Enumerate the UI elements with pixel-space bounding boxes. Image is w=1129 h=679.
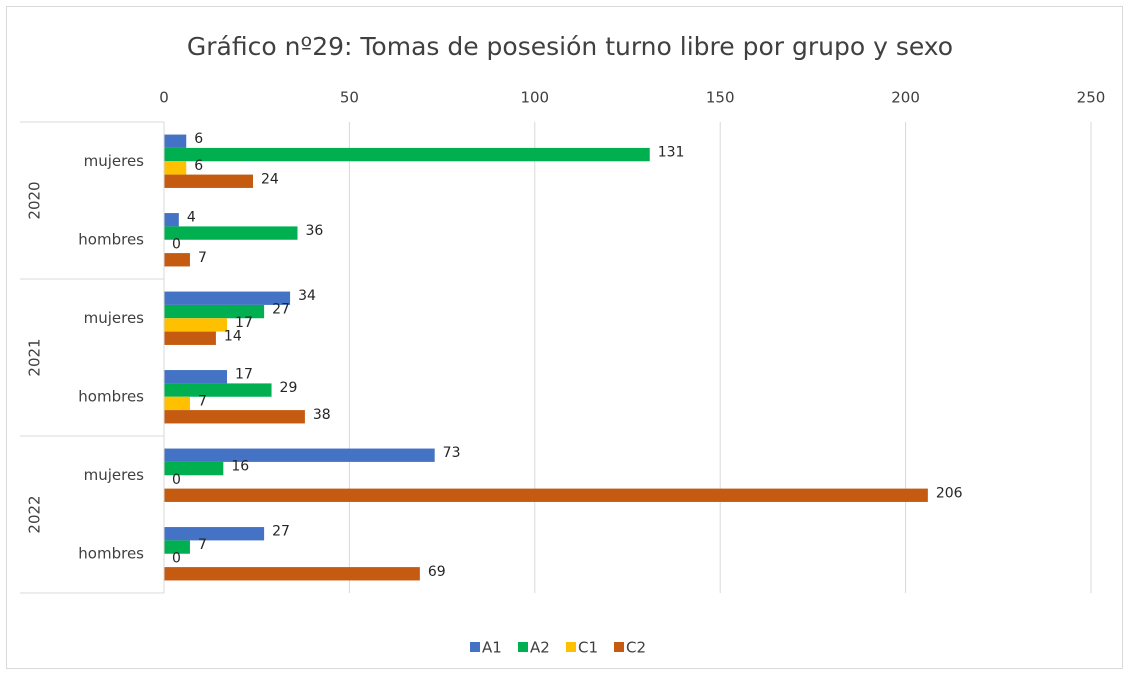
y-tick-label: mujeres	[84, 309, 145, 327]
data-label: 6	[194, 131, 203, 147]
data-label: 0	[172, 550, 181, 566]
data-label: 24	[261, 171, 279, 187]
group-label: 2022	[26, 495, 44, 533]
chart-title: Gráfico nº29: Tomas de posesión turno li…	[187, 32, 953, 61]
legend-label: A2	[530, 639, 550, 657]
data-label: 0	[172, 236, 181, 252]
y-tick-label: hombres	[78, 387, 144, 405]
data-label: 0	[172, 472, 181, 488]
data-label: 34	[298, 288, 316, 304]
data-label: 17	[235, 367, 253, 383]
bar	[164, 147, 650, 162]
y-tick-label: hombres	[78, 230, 144, 248]
bar	[164, 213, 179, 227]
bar	[164, 461, 224, 476]
data-label: 27	[272, 524, 290, 540]
data-label: 131	[658, 145, 685, 161]
bar	[164, 161, 187, 175]
data-label: 16	[231, 459, 249, 475]
bar	[164, 291, 291, 305]
bar	[164, 488, 928, 502]
bar	[164, 174, 253, 188]
legend-swatch	[518, 642, 528, 652]
bar	[164, 383, 272, 397]
data-label: 69	[428, 564, 446, 580]
y-tick-label: mujeres	[84, 152, 145, 170]
data-label: 73	[443, 445, 461, 461]
legend-swatch	[614, 642, 624, 652]
x-tick-label: 250	[1077, 89, 1106, 107]
legend-swatch	[566, 642, 576, 652]
data-label: 17	[235, 315, 253, 331]
data-label: 6	[194, 158, 203, 174]
group-label: 2021	[26, 338, 44, 376]
x-tick-label: 100	[520, 89, 549, 107]
x-tick-label: 0	[159, 89, 169, 107]
data-label: 7	[198, 393, 207, 409]
bar	[164, 567, 420, 581]
legend-swatch	[470, 642, 480, 652]
bar	[164, 226, 298, 240]
data-label: 206	[936, 485, 963, 501]
y-tick-label: mujeres	[84, 466, 145, 484]
legend-label: C2	[626, 639, 646, 657]
bar	[164, 134, 187, 148]
x-tick-label: 150	[706, 89, 735, 107]
bar	[164, 253, 190, 267]
data-label: 4	[187, 210, 196, 226]
bar	[164, 540, 190, 554]
bar	[164, 448, 435, 462]
data-label: 29	[280, 380, 298, 396]
legend-label: C1	[578, 639, 598, 657]
y-tick-label: hombres	[78, 544, 144, 562]
data-label: 7	[198, 250, 207, 266]
data-label: 38	[313, 407, 331, 423]
group-label: 2020	[26, 181, 44, 219]
bar	[164, 304, 265, 319]
bar	[164, 331, 216, 345]
bar	[164, 527, 265, 541]
legend-label: A1	[482, 639, 502, 657]
x-tick-label: 50	[340, 89, 359, 107]
data-label: 7	[198, 537, 207, 553]
bar	[164, 370, 228, 384]
bar	[164, 410, 305, 424]
data-label: 14	[224, 328, 242, 344]
data-label: 36	[305, 223, 323, 239]
bar	[164, 396, 190, 411]
bar	[164, 318, 228, 332]
data-label: 27	[272, 302, 290, 318]
x-tick-label: 200	[891, 89, 920, 107]
